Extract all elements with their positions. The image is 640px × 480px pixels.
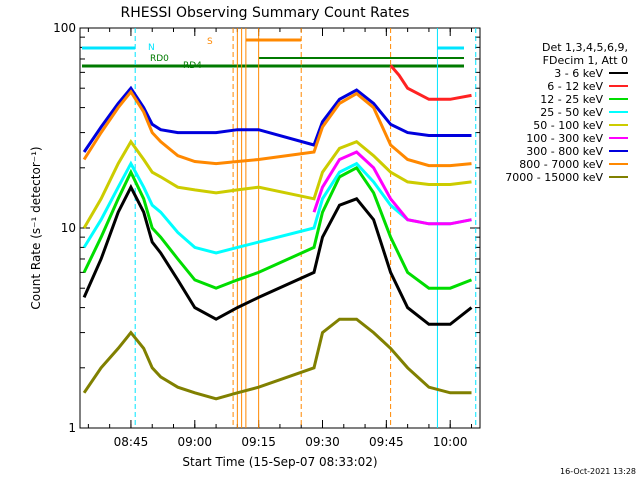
y-tick-label: 1	[68, 421, 76, 435]
y-tick-label: 100	[53, 21, 76, 35]
legend-label: 25 - 50 keV	[540, 106, 603, 119]
legend-header-line-1: Det 1,3,4,5,6,9,	[542, 41, 628, 54]
y-axis-label: Count Rate (s⁻¹ detector⁻¹)	[29, 146, 43, 309]
legend-label: 50 - 100 keV	[533, 119, 603, 132]
legend-header-line-2: FDecim 1, Att 0	[543, 54, 628, 67]
legend-label: 300 - 800 keV	[526, 145, 603, 158]
legend-label: 7000 - 15000 keV	[505, 171, 603, 184]
flag-label-s: S	[207, 37, 213, 47]
chart-title: RHESSI Observing Summary Count Rates	[121, 5, 410, 21]
series-line-8	[82, 317, 472, 401]
series-line-0	[82, 183, 473, 326]
legend-label: 12 - 25 keV	[540, 93, 603, 106]
legend-label: 6 - 12 keV	[547, 80, 603, 93]
flag-label-rd0: RD0	[150, 54, 169, 64]
series-line-6	[82, 85, 472, 153]
x-tick-label: 08:45	[114, 435, 149, 449]
legend-label: 100 - 300 keV	[526, 132, 603, 145]
flag-label-n: N	[148, 43, 155, 53]
x-tick-label: 09:15	[241, 435, 276, 449]
x-tick-label: 09:00	[177, 435, 212, 449]
legend-label: 3 - 6 keV	[554, 67, 603, 80]
x-axis-label: Start Time (15-Sep-07 08:33:02)	[182, 455, 377, 469]
series-line-4	[82, 138, 472, 229]
x-tick-label: 09:45	[369, 435, 404, 449]
legend-label: 800 - 7000 keV	[519, 158, 603, 171]
series-line-1	[389, 64, 472, 101]
series-lines	[82, 64, 473, 401]
x-tick-label: 10:00	[433, 435, 468, 449]
x-tick-label: 09:30	[305, 435, 340, 449]
flag-label-rd4: RD4	[183, 61, 202, 71]
series-line-2	[82, 165, 473, 290]
x-axis: 08:45 09:00 09:15 09:30 09:45 10:00	[87, 28, 472, 449]
series-line-5	[312, 150, 472, 226]
y-tick-label: 10	[61, 221, 76, 235]
timestamp: 16-Oct-2021 13:28	[560, 467, 636, 476]
legend: Det 1,3,4,5,6,9, FDecim 1, Att 0 3 - 6 k…	[505, 41, 628, 184]
series-line-7	[82, 89, 472, 168]
series-line-3	[82, 160, 472, 255]
